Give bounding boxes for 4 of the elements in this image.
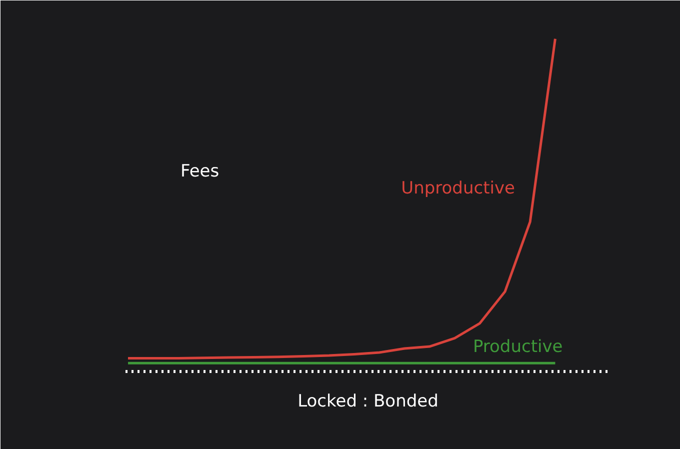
series-label: Unproductive [401,178,516,199]
x-axis-title: Locked : Bonded [298,392,438,412]
y-axis-title: Fees [180,162,220,182]
series-label: Productive [472,337,563,358]
